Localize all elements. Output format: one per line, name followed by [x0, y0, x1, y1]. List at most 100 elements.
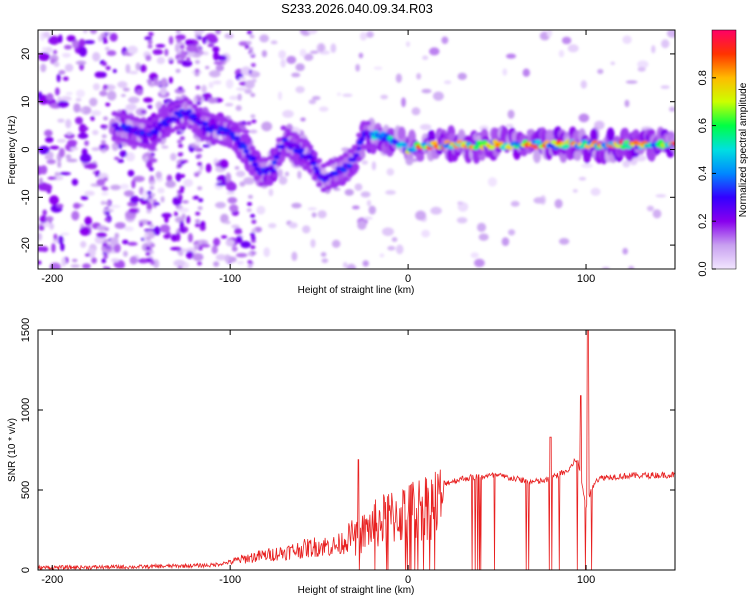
spectral-cell — [56, 73, 61, 83]
spectral-cell — [236, 127, 243, 133]
spectral-cell — [227, 143, 234, 149]
spectral-cell — [132, 126, 140, 131]
spectral-cell — [127, 241, 138, 246]
spectral-cell — [250, 236, 256, 241]
spectral-cell — [98, 35, 103, 42]
spectral-cell — [225, 172, 232, 183]
spectral-cell — [139, 64, 147, 73]
spectral-cell — [578, 113, 590, 123]
spectral-cell — [354, 183, 363, 191]
spectral-cell — [250, 156, 257, 162]
spectral-cell — [353, 152, 360, 158]
spectral-cell — [226, 191, 235, 195]
spectral-cell — [361, 160, 368, 165]
spectral-cell — [263, 247, 271, 258]
colorbar-tick-label: 0.4 — [697, 166, 709, 181]
spectral-cell — [49, 262, 61, 269]
spectral-cell — [312, 165, 319, 171]
spectral-cell — [261, 121, 273, 132]
spectral-cell — [196, 47, 202, 52]
x-tick-label: 0 — [405, 574, 411, 586]
spectral-cell — [258, 181, 265, 187]
spectral-cell — [319, 43, 324, 53]
spectral-cell — [293, 158, 300, 164]
spectral-cell — [238, 76, 247, 81]
spectral-cell — [532, 149, 541, 164]
spectral-cell — [224, 254, 231, 264]
spectral-cell — [92, 129, 99, 136]
spectral-cell — [120, 183, 129, 190]
spectral-cell — [146, 209, 152, 214]
y-tick-label: -10 — [20, 189, 32, 205]
spectral-cell — [310, 160, 317, 166]
spectral-cell — [318, 106, 329, 112]
spectral-cell — [41, 183, 53, 192]
spectral-cell — [340, 167, 348, 173]
spectral-cell — [351, 205, 360, 210]
spectral-cell — [284, 152, 291, 158]
spectral-cell — [299, 48, 307, 57]
spectral-cell — [66, 131, 73, 136]
spectral-cell — [365, 144, 372, 150]
spectral-cell — [397, 126, 406, 141]
spectral-cell — [196, 101, 202, 106]
spectral-cell — [48, 35, 60, 45]
spectrogram-x-axis-label: Height of straight line (km) — [298, 285, 415, 296]
spectral-cell — [268, 222, 277, 229]
spectral-cell — [59, 172, 72, 176]
spectral-cell — [302, 225, 311, 234]
spectral-cell — [161, 145, 169, 149]
spectral-cell — [280, 125, 287, 131]
spectral-cell — [101, 148, 107, 153]
spectral-cell — [558, 237, 570, 245]
spectral-cell — [212, 237, 221, 247]
spectral-cell — [386, 168, 395, 176]
spectral-cell — [224, 103, 234, 107]
spectral-cell — [96, 232, 107, 238]
spectral-cell — [235, 252, 248, 258]
spectral-cell — [213, 261, 220, 267]
spectral-cell — [625, 80, 638, 84]
spectral-cell — [507, 229, 516, 236]
spectral-cell — [113, 243, 121, 253]
snr-frame — [37, 329, 676, 571]
spectral-cell — [103, 238, 109, 243]
spectral-cell — [191, 103, 198, 109]
spectral-cell — [385, 190, 396, 195]
spectral-cell — [103, 116, 109, 121]
spectral-cell — [249, 169, 256, 175]
spectral-cell — [522, 68, 530, 77]
spectral-cell — [180, 174, 186, 179]
spectral-cell — [478, 233, 489, 241]
spectral-cell — [70, 264, 80, 268]
spectral-cell — [416, 73, 422, 80]
spectral-cell — [236, 151, 243, 157]
spectral-cell — [147, 39, 153, 45]
spectral-cell — [262, 157, 269, 163]
spectral-cell — [69, 147, 79, 151]
spectral-cell — [250, 114, 256, 119]
spectral-cell — [178, 189, 184, 194]
spectral-cell — [251, 70, 257, 75]
spectral-cell — [38, 232, 43, 241]
spectral-cell — [346, 163, 353, 169]
spectral-cell — [97, 225, 107, 231]
spectral-cell — [286, 55, 297, 64]
spectral-cell — [251, 219, 257, 224]
spectral-cell — [338, 155, 345, 161]
spectral-cell — [89, 30, 98, 35]
spectral-cell — [193, 30, 205, 35]
snr-background — [38, 330, 675, 570]
spectral-cell — [310, 239, 316, 248]
spectral-cell — [502, 68, 508, 76]
spectral-cell — [100, 140, 106, 145]
spectral-cell — [302, 141, 309, 147]
spectral-cell — [194, 223, 200, 228]
spectral-cell — [101, 191, 109, 196]
spectral-cell — [193, 195, 199, 200]
spectral-cell — [42, 209, 47, 216]
spectral-cell — [187, 232, 193, 243]
spectral-cell — [251, 78, 257, 83]
